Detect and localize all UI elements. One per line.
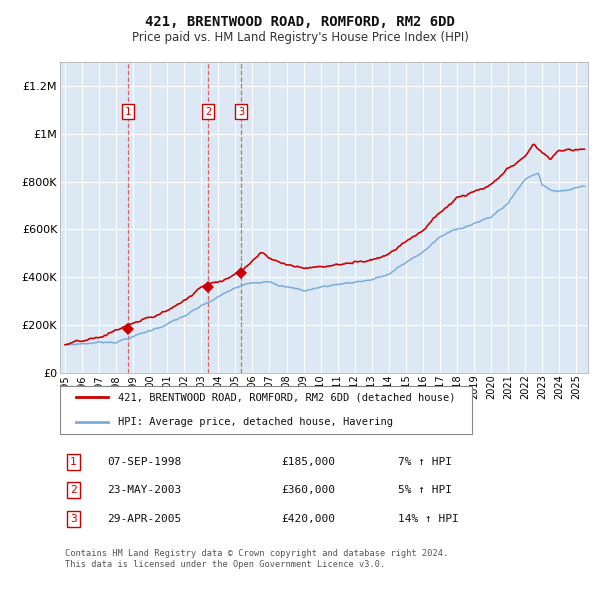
Text: 1: 1 <box>125 107 131 117</box>
Text: 1: 1 <box>70 457 77 467</box>
Text: 2: 2 <box>205 107 211 117</box>
Text: 07-SEP-1998: 07-SEP-1998 <box>107 457 182 467</box>
Text: 5% ↑ HPI: 5% ↑ HPI <box>398 485 452 495</box>
Text: HPI: Average price, detached house, Havering: HPI: Average price, detached house, Have… <box>118 417 393 427</box>
Text: Price paid vs. HM Land Registry's House Price Index (HPI): Price paid vs. HM Land Registry's House … <box>131 31 469 44</box>
Text: 421, BRENTWOOD ROAD, ROMFORD, RM2 6DD: 421, BRENTWOOD ROAD, ROMFORD, RM2 6DD <box>145 15 455 29</box>
Text: £185,000: £185,000 <box>282 457 336 467</box>
Text: 3: 3 <box>70 514 77 524</box>
Text: Contains HM Land Registry data © Crown copyright and database right 2024.
This d: Contains HM Land Registry data © Crown c… <box>65 549 449 569</box>
Text: 14% ↑ HPI: 14% ↑ HPI <box>398 514 458 524</box>
FancyBboxPatch shape <box>60 386 472 434</box>
Text: 23-MAY-2003: 23-MAY-2003 <box>107 485 182 495</box>
Text: £420,000: £420,000 <box>282 514 336 524</box>
Text: 29-APR-2005: 29-APR-2005 <box>107 514 182 524</box>
Text: 3: 3 <box>238 107 244 117</box>
Text: 421, BRENTWOOD ROAD, ROMFORD, RM2 6DD (detached house): 421, BRENTWOOD ROAD, ROMFORD, RM2 6DD (d… <box>118 392 455 402</box>
Text: 2: 2 <box>70 485 77 495</box>
Text: £360,000: £360,000 <box>282 485 336 495</box>
Text: 7% ↑ HPI: 7% ↑ HPI <box>398 457 452 467</box>
